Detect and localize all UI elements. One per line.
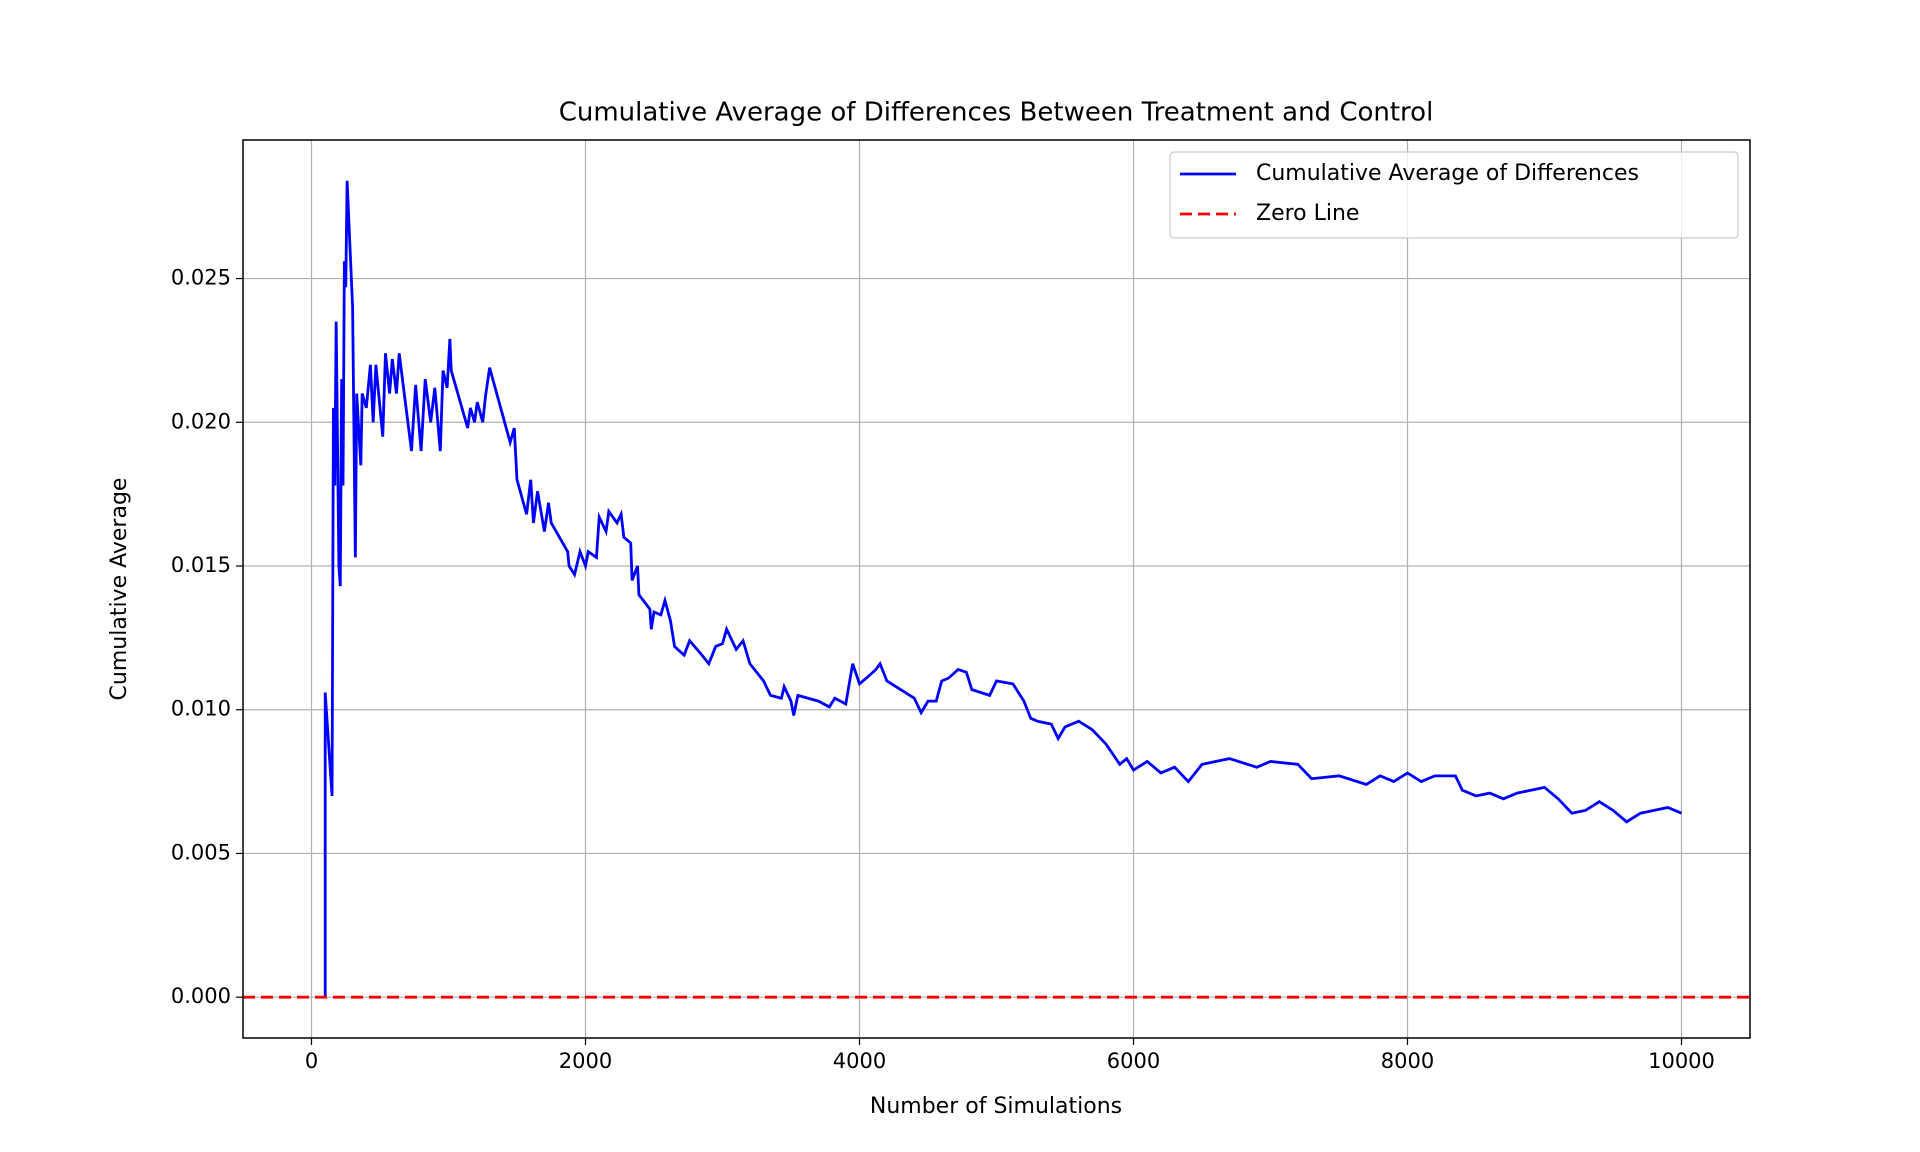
y-tick-label: 0.000 — [171, 984, 231, 1008]
x-tick-label: 6000 — [1107, 1049, 1160, 1073]
x-tick-label: 8000 — [1381, 1049, 1434, 1073]
y-tick-label: 0.020 — [171, 409, 231, 433]
y-tick-label: 0.005 — [171, 840, 231, 864]
y-tick-label: 0.015 — [171, 553, 231, 577]
x-axis-label: Number of Simulations — [870, 1094, 1122, 1119]
y-axis-label: Cumulative Average — [107, 478, 132, 701]
x-tick-label: 10000 — [1648, 1049, 1715, 1073]
legend-label: Zero Line — [1256, 201, 1359, 226]
chart-title: Cumulative Average of Differences Betwee… — [559, 98, 1434, 128]
y-tick-label: 0.010 — [171, 697, 231, 721]
legend-label: Cumulative Average of Differences — [1256, 161, 1639, 186]
data-line — [323, 180, 1683, 998]
legend-box — [1169, 151, 1739, 239]
x-tick-label: 4000 — [833, 1049, 886, 1073]
y-tick-label: 0.025 — [171, 266, 231, 290]
x-tick-label: 0 — [305, 1049, 318, 1073]
plot-frame — [242, 139, 1751, 1039]
x-tick-label: 2000 — [559, 1049, 612, 1073]
